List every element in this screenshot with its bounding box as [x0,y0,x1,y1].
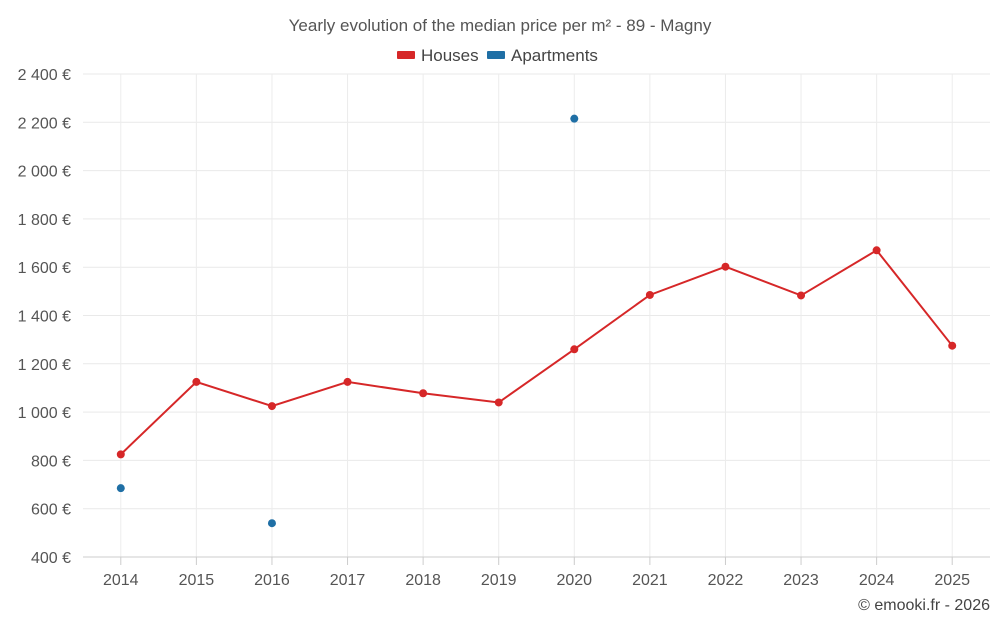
houses-data-point[interactable] [343,377,352,386]
grid [83,73,990,557]
axes: 400 € 600 € 800 € 1 000 € 1 200 € 1 400 € 1 60… [18,67,990,589]
y-tick-label: 1 800 € [18,212,71,229]
y-tick-label: 1 200 € [18,357,71,374]
apartments-data-point[interactable] [570,114,579,123]
x-tick-label: 2023 [783,572,819,589]
x-tick-label: 2020 [556,572,592,589]
apartments-data-point[interactable] [116,484,125,493]
y-tick-label: 2 400 € [18,67,71,84]
houses-data-point[interactable] [116,450,125,459]
x-tick-label: 2015 [179,572,215,589]
y-tick-label: 400 € [31,550,71,567]
legend-swatch-apartments [487,51,505,59]
houses-data-point[interactable] [192,377,201,386]
houses-data-point[interactable] [948,341,957,350]
houses-data-point[interactable] [645,290,654,299]
chart-title: Yearly evolution of the median price per… [289,16,712,35]
credit-text: © emooki.fr - 2026 [858,597,990,614]
x-tick-label: 2021 [632,572,668,589]
y-tick-label: 1 400 € [18,309,71,326]
x-tick-label: 2018 [405,572,441,589]
legend: Houses Apartments [397,46,598,65]
houses-data-point[interactable] [721,262,730,271]
y-tick-label: 2 000 € [18,164,71,181]
x-tick-label: 2025 [934,572,970,589]
y-tick-label: 600 € [31,502,71,519]
y-tick-label: 800 € [31,453,71,470]
x-tick-label: 2019 [481,572,517,589]
houses-data-point[interactable] [494,398,503,407]
houses-series-line [120,248,953,456]
x-tick-label: 2022 [708,572,744,589]
houses-data-point[interactable] [419,389,428,398]
x-tick-label: 2024 [859,572,895,589]
legend-swatch-houses [397,51,415,59]
apartments-data-point[interactable] [267,519,276,528]
houses-data-point[interactable] [570,345,579,354]
x-tick-label: 2014 [103,572,139,589]
y-tick-label: 2 200 € [18,115,71,132]
legend-label-houses[interactable]: Houses [421,46,479,65]
x-tick-label: 2017 [330,572,366,589]
series-group [116,114,957,528]
houses-data-point[interactable] [797,291,806,300]
x-tick-label: 2016 [254,572,290,589]
legend-label-apartments[interactable]: Apartments [511,46,598,65]
y-tick-label: 1 600 € [18,260,71,277]
y-tick-label: 1 000 € [18,405,71,422]
houses-data-point[interactable] [872,246,881,255]
houses-data-point[interactable] [267,402,276,411]
